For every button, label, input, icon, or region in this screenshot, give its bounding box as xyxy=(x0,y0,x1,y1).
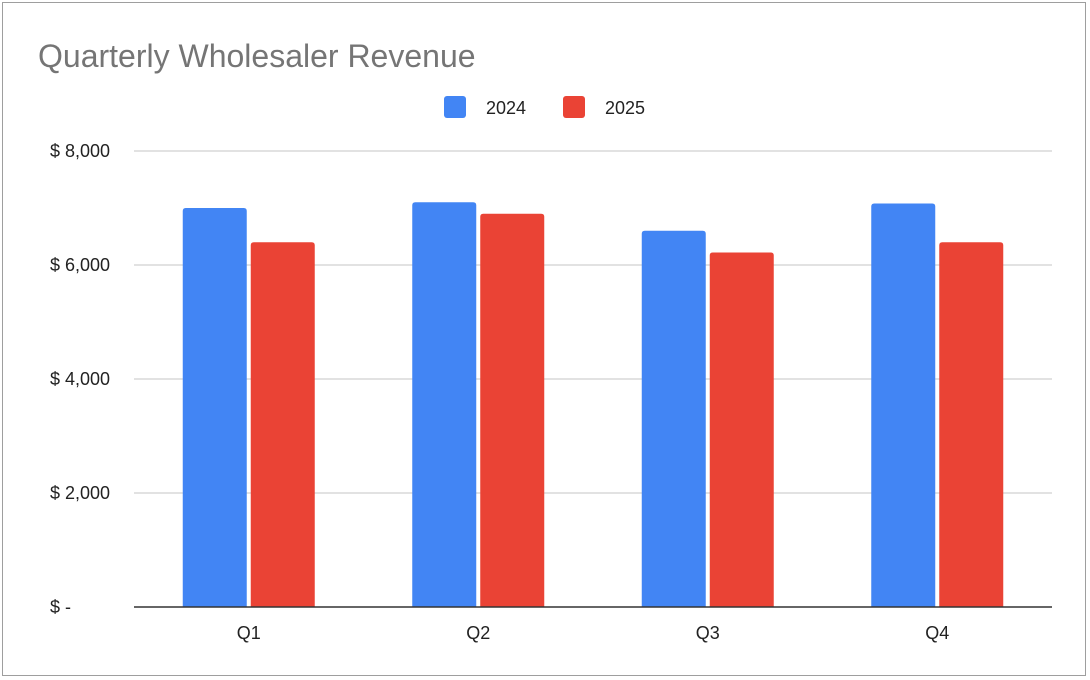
bar-2025-q1 xyxy=(250,242,315,607)
legend-label-2025: 2025 xyxy=(605,98,645,118)
bar-2024-q3 xyxy=(641,230,706,608)
x-tick-label: Q4 xyxy=(925,623,949,643)
bars xyxy=(182,202,1004,608)
y-tick-label: $ 4,000 xyxy=(50,369,110,389)
legend-swatch-2025 xyxy=(563,96,585,118)
chart-title: Quarterly Wholesaler Revenue xyxy=(38,38,476,74)
x-axis-tick-labels: Q1 Q2 Q3 Q4 xyxy=(237,623,950,643)
bar-2025-q3 xyxy=(709,252,774,607)
y-tick-label: $ 8,000 xyxy=(50,141,110,161)
y-tick-label: $ 2,000 xyxy=(50,483,110,503)
bar-2024-q2 xyxy=(412,202,477,608)
bar-2025-q4 xyxy=(939,242,1004,607)
bar-2024-q4 xyxy=(871,203,936,607)
legend: 2024 2025 xyxy=(444,96,645,118)
y-tick-label: $ 6,000 xyxy=(50,255,110,275)
bar-2024-q1 xyxy=(182,208,247,607)
x-tick-label: Q2 xyxy=(466,623,490,643)
legend-swatch-2024 xyxy=(444,96,466,118)
bar-2025-q2 xyxy=(480,213,545,607)
x-tick-label: Q3 xyxy=(696,623,720,643)
x-tick-label: Q1 xyxy=(237,623,261,643)
legend-label-2024: 2024 xyxy=(486,98,526,118)
y-tick-label: $ - xyxy=(50,597,71,617)
y-axis-tick-labels: $ - $ 2,000 $ 4,000 $ 6,000 $ 8,000 xyxy=(50,141,110,617)
